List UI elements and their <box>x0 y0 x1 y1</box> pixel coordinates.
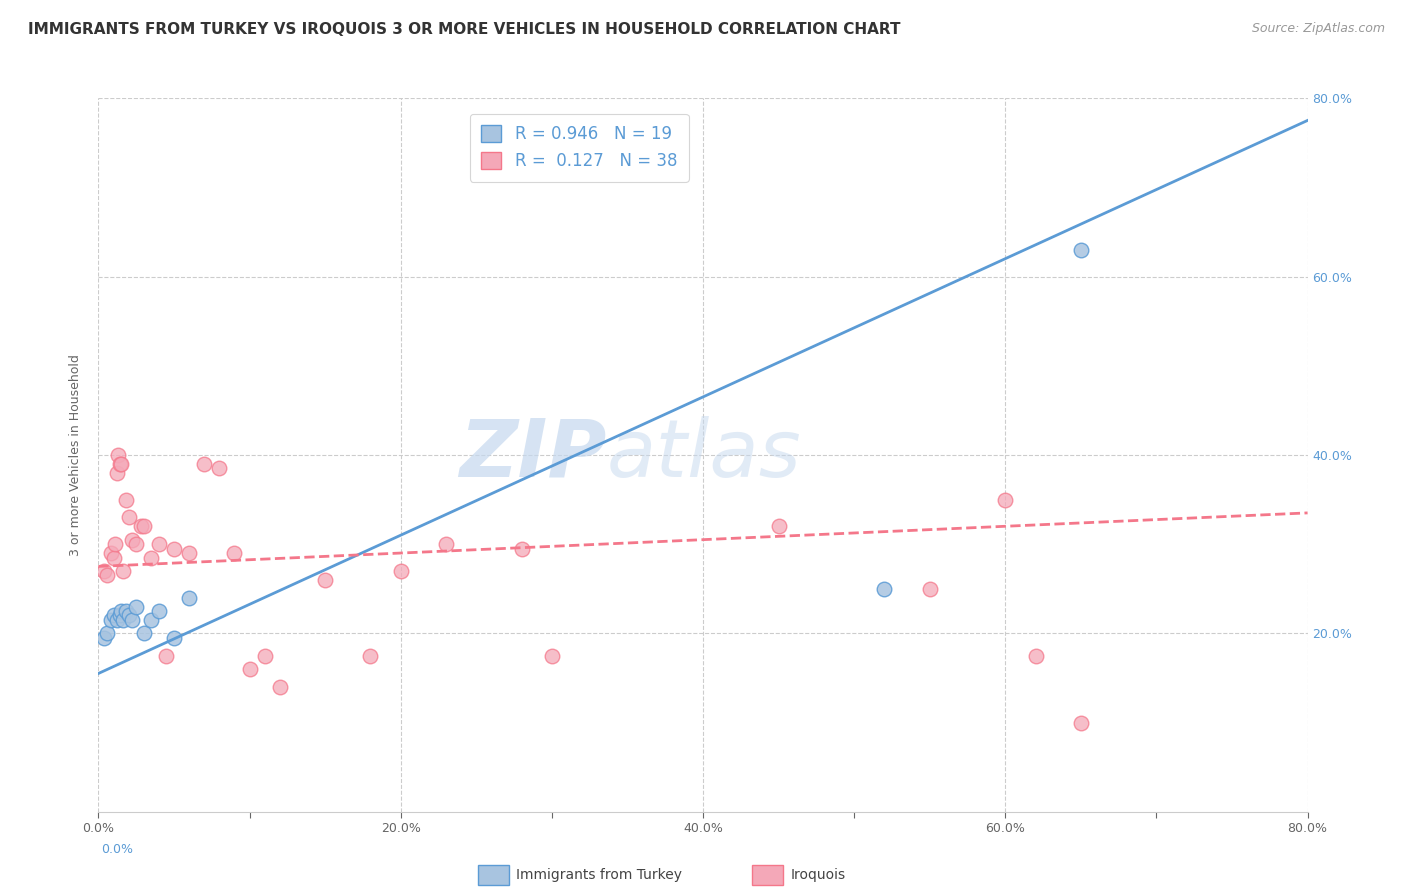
Point <box>125 537 148 551</box>
Text: 0.0%: 0.0% <box>101 843 134 856</box>
Point <box>118 608 141 623</box>
Point <box>111 564 134 578</box>
Point <box>105 613 128 627</box>
Text: Iroquois: Iroquois <box>790 868 845 882</box>
Point <box>100 546 122 560</box>
Point <box>121 613 143 627</box>
Point <box>96 626 118 640</box>
Point <box>873 582 896 596</box>
Text: Source: ZipAtlas.com: Source: ZipAtlas.com <box>1251 22 1385 36</box>
Point <box>103 608 125 623</box>
Point <box>107 448 129 462</box>
Point <box>1070 715 1092 730</box>
Point <box>193 457 215 471</box>
Point <box>253 648 276 663</box>
Point <box>239 662 262 676</box>
Point <box>768 519 790 533</box>
Point <box>141 613 163 627</box>
Point <box>110 457 132 471</box>
Point <box>132 519 155 533</box>
Point <box>269 680 291 694</box>
Point <box>1070 243 1092 257</box>
Point <box>994 492 1017 507</box>
Point <box>434 537 457 551</box>
Legend: R = 0.946   N = 19, R =  0.127   N = 38: R = 0.946 N = 19, R = 0.127 N = 38 <box>470 113 689 182</box>
Point <box>114 604 136 618</box>
Point <box>111 613 134 627</box>
Text: atlas: atlas <box>606 416 801 494</box>
Point <box>105 466 128 480</box>
Point <box>121 533 143 547</box>
Point <box>314 573 336 587</box>
Point <box>96 568 118 582</box>
Point <box>125 599 148 614</box>
Point <box>389 564 412 578</box>
Point <box>103 550 125 565</box>
Point <box>110 604 132 618</box>
Point <box>179 546 201 560</box>
Point <box>155 648 177 663</box>
Point <box>148 604 170 618</box>
Point <box>132 626 155 640</box>
Point <box>148 537 170 551</box>
Point <box>104 537 127 551</box>
Point <box>540 648 562 663</box>
Point <box>163 541 186 556</box>
Point <box>179 591 201 605</box>
Text: ZIP: ZIP <box>458 416 606 494</box>
Point <box>93 564 115 578</box>
Point <box>108 608 131 623</box>
Point <box>129 519 152 533</box>
Point <box>1024 648 1046 663</box>
Point <box>208 461 231 475</box>
Point <box>141 550 163 565</box>
Point <box>114 492 136 507</box>
Point <box>108 457 131 471</box>
Y-axis label: 3 or more Vehicles in Household: 3 or more Vehicles in Household <box>69 354 83 556</box>
Text: IMMIGRANTS FROM TURKEY VS IROQUOIS 3 OR MORE VEHICLES IN HOUSEHOLD CORRELATION C: IMMIGRANTS FROM TURKEY VS IROQUOIS 3 OR … <box>28 22 901 37</box>
Text: Immigrants from Turkey: Immigrants from Turkey <box>516 868 682 882</box>
Point <box>510 541 533 556</box>
Point <box>100 613 122 627</box>
Point <box>918 582 941 596</box>
Point <box>224 546 246 560</box>
Point <box>93 631 115 645</box>
Point <box>360 648 382 663</box>
Point <box>163 631 186 645</box>
Point <box>118 510 141 524</box>
